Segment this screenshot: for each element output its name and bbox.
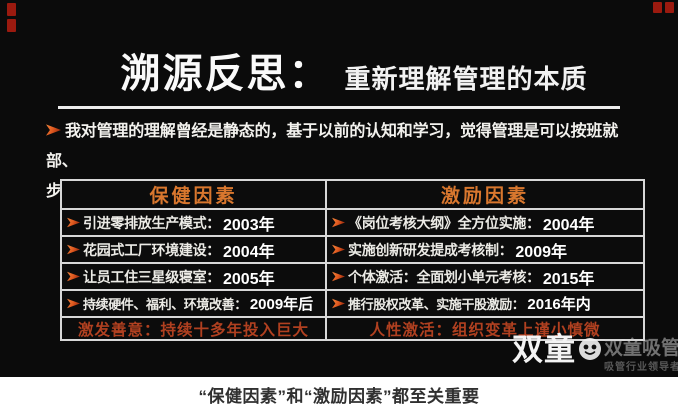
corner-red-mark-right-icon [653,2,674,13]
table-footer-right: 人性激活：组织变革上谨小慎微 [327,318,643,339]
arrow-bullet-icon [67,271,80,282]
intro-line-1: 我对管理的理解曾经是静态的，基于以前的认知和学习，觉得管理是可以按班就部、 [46,117,642,177]
arrow-bullet-icon [332,271,345,282]
arrow-bullet-icon [332,298,345,309]
brand-text: 双童 [512,332,576,367]
title-divider [58,106,620,109]
arrow-bullet-icon [332,217,345,228]
brand-name: 双童吸管 [604,338,678,360]
brand-watermark-text: 双童吸管® 吸管行业领导者 [604,335,678,374]
caption-bar: “保健因素”和“激励因素”都至关重要 [0,377,678,412]
brand-watermark: 双童 双童吸管® 吸管行业领导者 [512,334,678,373]
table-header-motivation: 激励因素 [327,181,643,208]
table-cell-left-3: 让员工住三星级寝室： 2005年 [62,264,325,289]
table-cell-left-4: 持续硬件、福利、环境改善： 2009年后 [62,291,325,316]
factors-table: 保健因素 激励因素 引进零排放生产模式： 2003年 《岗位考核大纲》全方位实施：… [60,179,645,341]
table-header-hygiene: 保健因素 [62,181,325,208]
table-cell-right-1: 《岗位考核大纲》全方位实施： 2004年 [327,210,643,235]
intro-line-1-text: 我对管理的理解曾经是静态的，基于以前的认知和学习，觉得管理是可以按班就部、 [46,123,619,170]
arrow-bullet-icon [46,124,61,136]
table-cell-left-1: 引进零排放生产模式： 2003年 [62,210,325,235]
table-cell-left-2: 花园式工厂环境建设： 2004年 [62,237,325,262]
table-cell-right-3: 个体激活：全面划小单元考核： 2015年 [327,264,643,289]
arrow-bullet-icon [67,298,80,309]
slide: 溯源反思： 重新理解管理的本质 我对管理的理解曾经是静态的，基于以前的认知和学习… [0,0,678,377]
slide-title: 溯源反思： [120,52,331,96]
corner-red-mark-left-icon [7,3,16,32]
table-footer-left: 激发善意：持续十多年投入巨大 [62,318,325,339]
table-cell-right-2: 实施创新研发提成考核制： 2009年 [327,237,643,262]
brand-tagline: 吸管行业领导者 [604,362,678,374]
table-cell-right-4: 推行股权改革、实施干股激励： 2016年内 [327,291,643,316]
title-row: 溯源反思： 重新理解管理的本质 [0,38,678,102]
arrow-bullet-icon [67,217,80,228]
slide-subtitle: 重新理解管理的本质 [344,63,588,94]
caption-text: “保健因素”和“激励因素”都至关重要 [198,387,480,406]
panda-face-logo-icon [579,338,601,360]
arrow-bullet-icon [67,244,80,255]
arrow-bullet-icon [332,244,345,255]
